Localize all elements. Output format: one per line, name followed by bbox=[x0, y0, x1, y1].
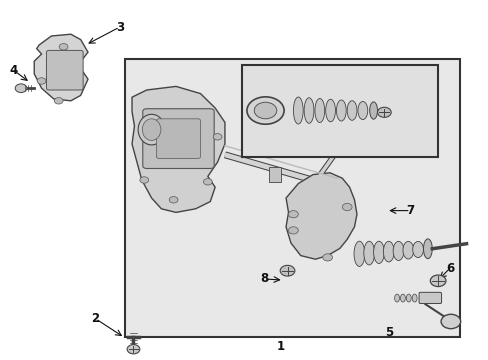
Circle shape bbox=[322, 254, 332, 261]
Text: 3: 3 bbox=[116, 21, 123, 33]
Ellipse shape bbox=[304, 98, 313, 123]
Text: 10: 10 bbox=[280, 115, 296, 128]
Ellipse shape bbox=[314, 99, 324, 122]
Circle shape bbox=[213, 134, 222, 140]
Polygon shape bbox=[34, 34, 88, 101]
Ellipse shape bbox=[392, 241, 403, 261]
Ellipse shape bbox=[346, 101, 356, 120]
Ellipse shape bbox=[394, 294, 399, 302]
Text: 6: 6 bbox=[445, 262, 453, 275]
Circle shape bbox=[37, 78, 46, 84]
Ellipse shape bbox=[357, 102, 367, 120]
Ellipse shape bbox=[402, 242, 413, 259]
Circle shape bbox=[140, 177, 148, 183]
Circle shape bbox=[127, 345, 140, 354]
Bar bbox=[268, 167, 281, 182]
Ellipse shape bbox=[353, 241, 364, 266]
Ellipse shape bbox=[142, 119, 161, 140]
FancyBboxPatch shape bbox=[418, 292, 441, 303]
Ellipse shape bbox=[383, 241, 393, 262]
Circle shape bbox=[246, 97, 284, 124]
Circle shape bbox=[15, 84, 27, 93]
Circle shape bbox=[169, 197, 178, 203]
Text: 1: 1 bbox=[277, 340, 285, 353]
Ellipse shape bbox=[369, 102, 377, 119]
Polygon shape bbox=[285, 173, 356, 259]
FancyBboxPatch shape bbox=[46, 50, 83, 90]
FancyBboxPatch shape bbox=[142, 109, 214, 168]
Ellipse shape bbox=[373, 241, 384, 264]
Circle shape bbox=[377, 107, 390, 117]
Circle shape bbox=[59, 44, 68, 50]
Ellipse shape bbox=[138, 114, 164, 145]
FancyBboxPatch shape bbox=[156, 119, 200, 158]
Circle shape bbox=[440, 314, 460, 329]
Text: 9: 9 bbox=[245, 93, 253, 105]
Circle shape bbox=[429, 275, 445, 287]
Ellipse shape bbox=[406, 294, 410, 302]
Ellipse shape bbox=[325, 99, 335, 122]
Ellipse shape bbox=[400, 294, 405, 302]
Text: 5: 5 bbox=[384, 327, 392, 339]
Ellipse shape bbox=[363, 241, 374, 265]
Text: 7: 7 bbox=[406, 204, 414, 217]
Ellipse shape bbox=[423, 239, 431, 259]
Circle shape bbox=[288, 227, 298, 234]
Text: 4: 4 bbox=[10, 64, 18, 77]
Ellipse shape bbox=[412, 242, 423, 257]
Text: 12: 12 bbox=[263, 103, 279, 116]
Text: 8: 8 bbox=[260, 273, 267, 285]
Polygon shape bbox=[132, 86, 224, 212]
Circle shape bbox=[54, 98, 63, 104]
Circle shape bbox=[254, 102, 276, 119]
Ellipse shape bbox=[293, 97, 303, 124]
Ellipse shape bbox=[411, 294, 416, 302]
Circle shape bbox=[280, 265, 294, 276]
Circle shape bbox=[342, 203, 351, 211]
Ellipse shape bbox=[336, 100, 346, 121]
Text: 2: 2 bbox=[91, 312, 99, 325]
Circle shape bbox=[288, 211, 298, 218]
Circle shape bbox=[203, 179, 212, 185]
Text: 11: 11 bbox=[402, 89, 418, 102]
Bar bbox=[124, 59, 459, 337]
Bar bbox=[242, 65, 437, 157]
